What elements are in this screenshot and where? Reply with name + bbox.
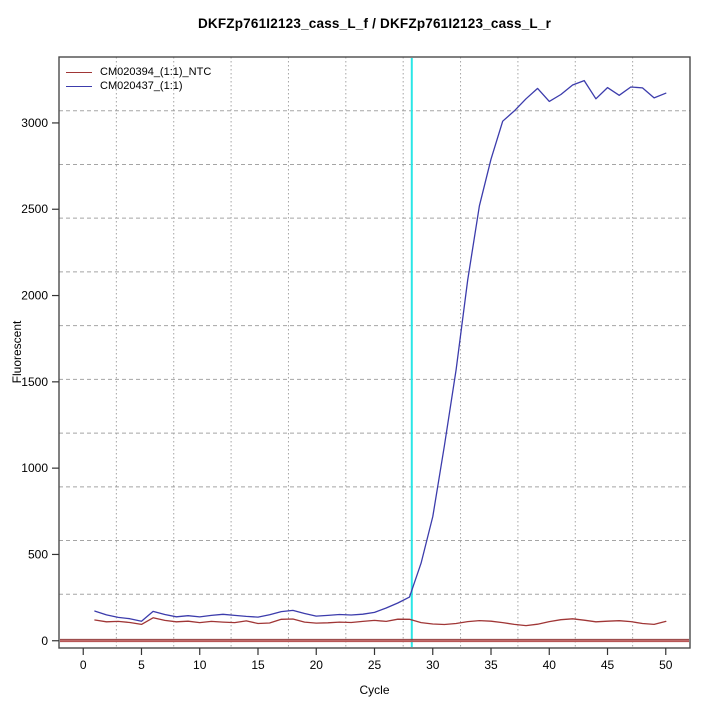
legend-line-sample bbox=[66, 85, 92, 87]
x-tick-label: 0 bbox=[80, 658, 87, 672]
plot-border bbox=[58, 56, 691, 649]
y-axis-title: Fluorescent bbox=[10, 320, 24, 384]
x-tick-label: 5 bbox=[138, 658, 145, 672]
y-tick-label: 1500 bbox=[21, 375, 48, 389]
x-tick-label: 30 bbox=[426, 658, 440, 672]
y-tick-label: 2500 bbox=[21, 202, 48, 216]
x-tick-label: 10 bbox=[193, 658, 207, 672]
y-tick-label: 3000 bbox=[21, 116, 48, 130]
legend-label-ntc: CM020394_(1:1)_NTC bbox=[100, 66, 212, 78]
x-tick-label: 50 bbox=[659, 658, 673, 672]
y-tick-label: 1000 bbox=[21, 461, 48, 475]
series-line-sample bbox=[94, 79, 667, 622]
legend-line-ntc bbox=[66, 71, 92, 73]
chart-title: DKFZp761I2123_cass_L_f / DKFZp761I2123_c… bbox=[197, 16, 552, 31]
x-axis-title: Cycle bbox=[359, 683, 390, 697]
legend-label-sample: CM020437_(1:1) bbox=[100, 80, 183, 92]
x-tick-label: 40 bbox=[543, 658, 557, 672]
legend-entry-sample: CM020437_(1:1) bbox=[66, 79, 211, 93]
y-tick-label: 0 bbox=[41, 634, 48, 648]
legend-entry-ntc: CM020394_(1:1)_NTC bbox=[66, 65, 211, 79]
y-tick-label: 500 bbox=[28, 547, 48, 561]
series-line-ntc bbox=[94, 617, 667, 627]
x-tick-label: 15 bbox=[251, 658, 265, 672]
legend: CM020394_(1:1)_NTC CM020437_(1:1) bbox=[66, 65, 211, 93]
x-tick-label: 35 bbox=[484, 658, 498, 672]
x-tick-label: 45 bbox=[601, 658, 615, 672]
x-tick-label: 25 bbox=[368, 658, 382, 672]
x-tick-label: 20 bbox=[310, 658, 324, 672]
y-tick-label: 2000 bbox=[21, 289, 48, 303]
